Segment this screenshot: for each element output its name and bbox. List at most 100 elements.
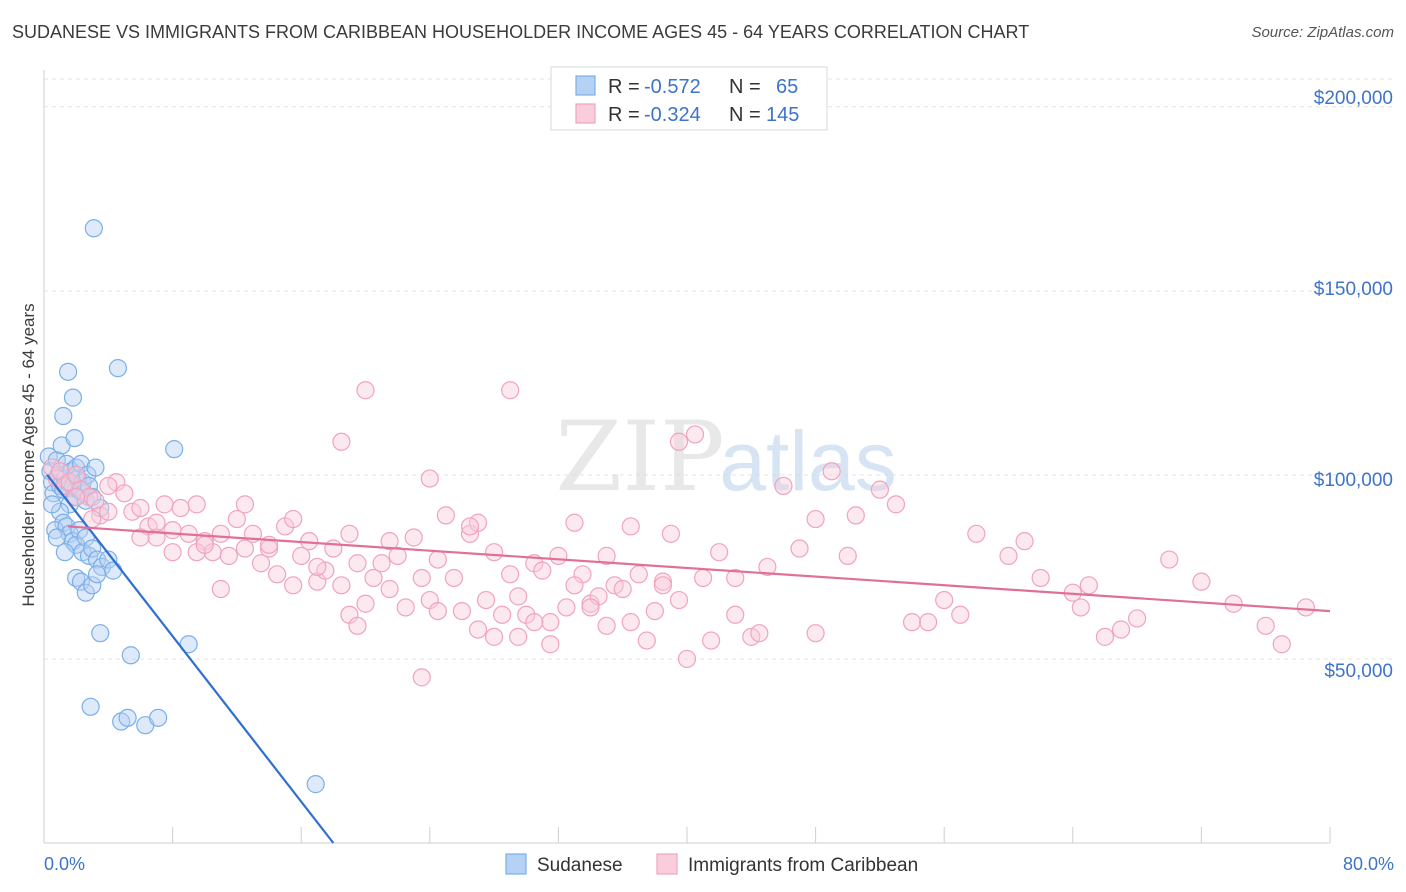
sudanese-point [71, 572, 91, 591]
caribbean-point [1160, 550, 1179, 569]
legend-swatch-blue [575, 75, 596, 96]
caribbean-point [251, 554, 271, 573]
legend-swatch-pink [575, 103, 596, 124]
sudanese-point [76, 528, 95, 547]
sudanese-point [54, 406, 73, 426]
caribbean-point [420, 469, 439, 488]
caribbean-point [284, 576, 303, 595]
caribbean-point [163, 521, 182, 540]
caribbean-point [677, 649, 697, 669]
sudanese-point [87, 565, 107, 584]
caribbean-point [195, 535, 214, 554]
caribbean-point [67, 465, 86, 485]
caribbean-point [1079, 576, 1098, 595]
sudanese-point [83, 539, 102, 558]
caribbean-point [324, 539, 343, 558]
caribbean-point [726, 605, 745, 624]
caribbean-point [444, 568, 464, 588]
legend-n-label: N = [729, 104, 761, 126]
legend-n-label: N = [729, 76, 761, 98]
caribbean-point [806, 624, 825, 643]
legend-r-value: -0.572 [644, 76, 701, 98]
legend-r-label: R = [608, 76, 640, 98]
caribbean-point [163, 543, 182, 562]
caribbean-point [565, 576, 584, 595]
legend-r-value: -0.324 [644, 104, 701, 126]
caribbean-point [211, 524, 230, 543]
y-tick-label: $200,000 [1314, 88, 1393, 109]
caribbean-point [428, 550, 447, 569]
caribbean-point [549, 546, 568, 565]
caribbean-point [661, 524, 681, 543]
caribbean-point [348, 554, 367, 573]
caribbean-point [284, 509, 303, 529]
caribbean-point [750, 624, 769, 643]
caribbean-point [476, 590, 496, 610]
caribbean-point [131, 498, 150, 518]
series-legend-swatch-sudanese [505, 853, 527, 875]
y-tick-labels: $50,000 $100,000 $150,000 $200,000 [1314, 88, 1393, 682]
caribbean-point [356, 381, 375, 400]
caribbean-point [1071, 598, 1090, 617]
caribbean-point [99, 476, 118, 496]
caribbean-point [790, 539, 809, 558]
sudanese-point [99, 550, 118, 569]
legend-r-label: R = [608, 104, 640, 126]
caribbean-point [822, 462, 841, 481]
sudanese-point [65, 428, 84, 448]
caribbean-point [380, 579, 399, 599]
caribbean-point [597, 616, 616, 635]
caribbean-point [621, 517, 640, 536]
caribbean-point [412, 568, 431, 588]
caribbean-point [597, 546, 616, 565]
series-legend-swatch-caribbean [656, 853, 678, 875]
caribbean-point [1015, 532, 1034, 551]
caribbean-point [235, 495, 255, 514]
caribbean-point [340, 524, 359, 543]
caribbean-point [428, 601, 447, 621]
caribbean-trend-line [68, 525, 1331, 613]
caribbean-point [1256, 616, 1275, 635]
caribbean-point [380, 532, 399, 551]
caribbean-point [388, 546, 407, 565]
sudanese-point [108, 359, 128, 378]
x-tick-labels: 0.0% 80.0% [44, 854, 1394, 874]
legend-n-value: 145 [766, 104, 799, 126]
caribbean-point [653, 576, 672, 595]
caribbean-point [629, 565, 648, 584]
y-axis-label: Householder Income Ages 45 - 64 years [19, 303, 38, 606]
caribbean-point [645, 601, 664, 621]
caribbean-point [267, 565, 287, 584]
sudanese-point [121, 646, 140, 665]
axes [43, 70, 1331, 844]
caribbean-point [509, 587, 528, 606]
sudanese-point [86, 458, 105, 477]
chart-title: SUDANESE VS IMMIGRANTS FROM CARIBBEAN HO… [12, 22, 1030, 42]
caribbean-point [533, 561, 552, 580]
caribbean-point [935, 590, 954, 610]
caribbean-point [846, 506, 865, 525]
caribbean-point [685, 425, 705, 444]
caribbean-point [493, 605, 512, 624]
sudanese-point [118, 708, 137, 727]
sudanese-point [59, 362, 78, 381]
caribbean-point [967, 524, 986, 543]
series-legend: Sudanese Immigrants from Caribbean [505, 853, 918, 876]
caribbean-point [1127, 609, 1147, 628]
stats-legend: R = -0.572 N = 65 R = -0.324 N = 145 [550, 66, 828, 131]
sudanese-point [91, 624, 110, 643]
caribbean-point [115, 484, 134, 503]
sudanese-point [47, 528, 66, 547]
caribbean-point [292, 546, 311, 565]
caribbean-point [131, 528, 150, 547]
sudanese-point [104, 561, 123, 580]
caribbean-point [332, 576, 351, 595]
caribbean-point [541, 613, 560, 632]
caribbean-point [332, 432, 351, 451]
caribbean-point [308, 557, 327, 577]
caribbean-point [838, 546, 857, 565]
sudanese-point [165, 440, 184, 459]
caribbean-point [1272, 635, 1291, 654]
caribbean-point [557, 598, 576, 617]
